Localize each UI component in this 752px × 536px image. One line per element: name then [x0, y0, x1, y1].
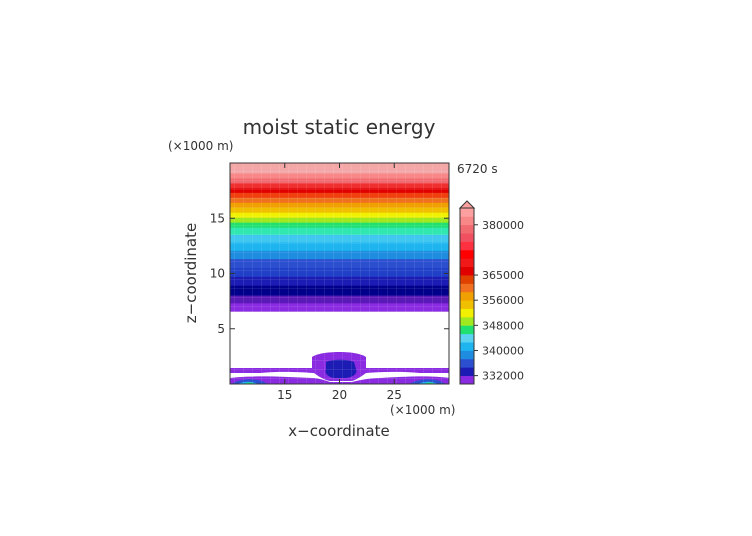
- colorbar-segment: [460, 333, 474, 343]
- colorbar-tick-label: 356000: [482, 294, 524, 307]
- colorbar-segment: [460, 249, 474, 259]
- z-tick-label: 10: [210, 267, 225, 281]
- colorbar-tick-label: 340000: [482, 344, 524, 357]
- colorbar-segment: [460, 358, 474, 368]
- colorbar-segment: [460, 300, 474, 309]
- colorbar-segment: [460, 241, 474, 251]
- colorbar-tick-label: 348000: [482, 319, 524, 332]
- x-axis-label: x−coordinate: [288, 422, 389, 440]
- plot-area: [230, 163, 449, 384]
- colorbar-tick-label: 332000: [482, 370, 524, 383]
- z-axis: 5 10 15: [210, 211, 449, 336]
- colorbar-tick-label: 365000: [482, 269, 524, 282]
- colorbar-segment: [460, 342, 474, 351]
- time-label: 6720 s: [457, 162, 498, 176]
- colorbar-frame: [459, 207, 475, 385]
- colorbar-segment: [460, 308, 474, 318]
- colorbar-segment: [460, 375, 474, 385]
- colorbar-segment: [460, 275, 474, 284]
- colorbar: [458, 200, 476, 385]
- z-tick-label: 15: [210, 211, 225, 225]
- colorbar-ticks: 332000 340000 348000 356000 365000 380000: [474, 219, 524, 383]
- x-unit-label: (×1000 m): [390, 403, 455, 417]
- colorbar-segment: [460, 291, 474, 301]
- x-tick-label: 20: [332, 388, 347, 402]
- x-tick-label: 15: [277, 388, 292, 402]
- colorbar-segment: [460, 258, 474, 268]
- colorbar-segment: [460, 266, 474, 276]
- colorbar-segment: [460, 208, 474, 217]
- colorbar-segment: [460, 316, 474, 326]
- colorbar-segment: [460, 224, 474, 234]
- x-axis: 15 20 25: [277, 163, 402, 402]
- colorbar-segment: [460, 233, 474, 242]
- colorbar-segment: [460, 216, 474, 226]
- z-axis-label: z−coordinate: [182, 223, 200, 323]
- colorbar-segment: [460, 367, 474, 377]
- colorbar-segment: [460, 325, 474, 335]
- colorbar-tick-label: 380000: [482, 219, 524, 232]
- colorbar-segment: [460, 350, 474, 360]
- z-tick-label: 5: [217, 322, 225, 336]
- colorbar-extend-triangle: [458, 200, 476, 209]
- x-tick-label: 25: [387, 388, 402, 402]
- chart-title: moist static energy: [243, 115, 436, 139]
- colorbar-segment: [460, 283, 474, 293]
- z-unit-label: (×1000 m): [168, 139, 233, 153]
